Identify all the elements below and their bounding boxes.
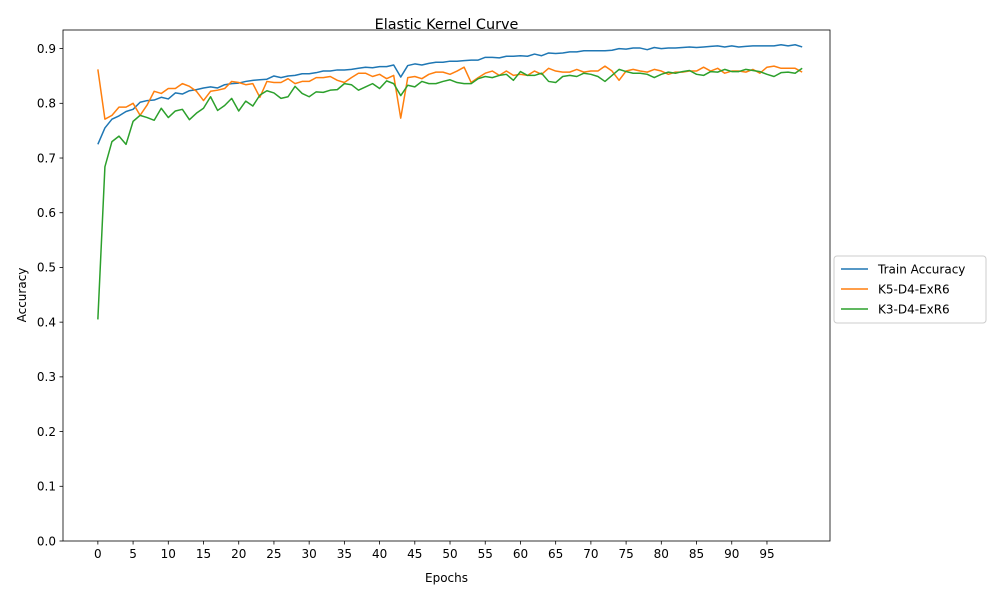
y-tick-label: 0.5 [37, 261, 56, 275]
y-tick-label: 0.4 [37, 315, 56, 329]
x-tick-label: 80 [654, 547, 669, 561]
legend-label: K3-D4-ExR6 [878, 302, 950, 316]
axes-layer: 0 5 10 15 20 25 30 35 40 45 50 55 60 65 70 75 80 85 90 95 0.… [37, 29, 831, 561]
series-line-1 [97, 44, 803, 145]
y-tick-label: 0.7 [37, 151, 56, 165]
legend-label: K5-D4-ExR6 [878, 282, 950, 296]
y-tick-label: 0.9 [37, 42, 56, 56]
y-tick-label: 0.3 [37, 370, 56, 384]
legend-box [833, 255, 987, 324]
x-tick-label: 25 [266, 547, 281, 561]
x-tick-label: 10 [161, 547, 176, 561]
y-tick-label: 0.1 [37, 480, 56, 494]
y-tick-label: 0.0 [37, 534, 56, 548]
x-tick-label: 45 [407, 547, 422, 561]
legend: Train Accuracy K5-D4-ExR6 K3-D4-ExR6 [833, 255, 987, 324]
plot-area [63, 30, 830, 541]
x-tick-label: 40 [372, 547, 387, 561]
x-tick-label: 75 [618, 547, 633, 561]
x-tick-label: 0 [94, 547, 102, 561]
y-tick-label: 0.6 [37, 206, 56, 220]
y-axis-label: Accuracy [15, 268, 29, 323]
x-tick-label: 60 [513, 547, 528, 561]
x-tick-label: 50 [442, 547, 457, 561]
chart-title: Elastic Kernel Curve [375, 17, 519, 33]
x-tick-label: 30 [302, 547, 317, 561]
y-tick-label: 0.2 [37, 425, 56, 439]
y-tick-label: 0.8 [37, 97, 56, 111]
series-line-3 [97, 67, 803, 320]
x-tick-label: 20 [231, 547, 246, 561]
axes-frame [62, 29, 831, 542]
x-tick-label: 15 [196, 547, 211, 561]
x-tick-label: 95 [759, 547, 774, 561]
x-tick-label: 5 [129, 547, 137, 561]
x-tick-label: 55 [478, 547, 493, 561]
series-layer [63, 30, 830, 541]
legend-label: Train Accuracy [877, 262, 965, 276]
x-tick-label: 90 [724, 547, 739, 561]
x-tick-label: 65 [548, 547, 563, 561]
x-tick-label: 70 [583, 547, 598, 561]
x-axis-label: Epochs [425, 571, 468, 585]
x-tick-label: 85 [689, 547, 704, 561]
x-tick-label: 35 [337, 547, 352, 561]
